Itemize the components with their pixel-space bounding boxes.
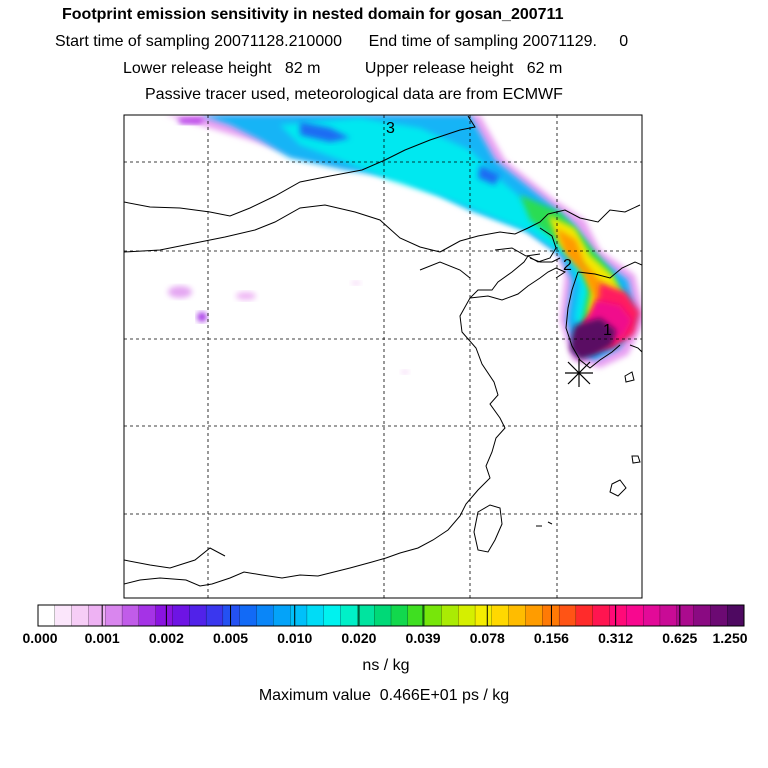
colorbar-cell bbox=[357, 604, 375, 627]
cluster-label-2: 2 bbox=[563, 257, 572, 274]
maximum-value: Maximum value 0.466E+01 ps / kg bbox=[258, 687, 510, 704]
colorbar-cell bbox=[458, 604, 476, 627]
colorbar-cell bbox=[558, 604, 577, 627]
colorbar-cell bbox=[138, 604, 157, 627]
graticule bbox=[124, 115, 642, 598]
colorbar-tick-label: 0.005 bbox=[213, 630, 249, 646]
release-height: Lower release height 82 m Upper release … bbox=[123, 60, 563, 77]
colorbar-cell bbox=[222, 604, 241, 627]
colorbar-cell bbox=[172, 604, 190, 627]
colorbar-cell bbox=[121, 604, 140, 627]
colorbar-tick-label: 0.625 bbox=[662, 630, 698, 646]
colorbar-tick-label: 0.020 bbox=[341, 630, 377, 646]
colorbar-cell bbox=[189, 604, 207, 627]
colorbar-cell bbox=[659, 604, 678, 627]
colorbar-tick-label: 0.010 bbox=[277, 630, 313, 646]
colorbar-tick-label: 0.156 bbox=[533, 630, 569, 646]
colorbar-cell bbox=[508, 604, 527, 627]
colorbar-tick-label: 0.001 bbox=[84, 630, 120, 646]
colorbar-cell bbox=[441, 604, 459, 627]
colorbar-cell bbox=[155, 604, 174, 627]
colorbar-cell bbox=[54, 604, 73, 627]
colorbar-cell bbox=[491, 604, 510, 627]
colorbar-tick-label: 0.039 bbox=[405, 630, 441, 646]
plot-title: Footprint emission sensitivity in nested… bbox=[62, 6, 564, 23]
colorbar-cell bbox=[88, 604, 106, 627]
colorbar-cell bbox=[340, 604, 358, 627]
sampling-time: Start time of sampling 20071128.210000 E… bbox=[55, 33, 629, 50]
colorbar-cell bbox=[306, 604, 325, 627]
colorbar-cell bbox=[542, 604, 560, 627]
colorbar-cell bbox=[643, 604, 661, 627]
colorbar-cell bbox=[407, 604, 426, 627]
colorbar-cell bbox=[323, 604, 342, 627]
tracer-info: Passive tracer used, meteorological data… bbox=[145, 86, 563, 103]
colorbar-cell bbox=[374, 604, 392, 627]
colorbar-cell bbox=[626, 604, 644, 627]
colorbar-cell bbox=[575, 604, 594, 627]
colorbar-cell bbox=[290, 604, 308, 627]
colorbar-tick-label: 1.250 bbox=[712, 630, 748, 646]
colorbar-cell bbox=[273, 604, 291, 627]
colorbar-cell bbox=[609, 604, 627, 627]
colorbar-tick-label: 0.312 bbox=[598, 630, 634, 646]
colorbar-cell bbox=[205, 604, 224, 627]
colorbar-cell bbox=[424, 604, 442, 627]
cluster-label-3: 3 bbox=[386, 120, 395, 137]
colorbar-cell bbox=[71, 604, 89, 627]
colorbar-cell bbox=[474, 604, 493, 627]
map-background bbox=[124, 115, 642, 598]
map-frame bbox=[123, 114, 643, 599]
receptor-star-icon bbox=[565, 359, 593, 387]
colorbar-cell bbox=[525, 604, 543, 627]
colorbar-tick-label: 0.078 bbox=[469, 630, 505, 646]
colorbar-cell bbox=[390, 604, 409, 627]
colorbar-cell bbox=[710, 604, 728, 627]
colorbar-tick-label: 0.000 bbox=[22, 630, 58, 646]
colorbar-cell bbox=[105, 604, 123, 627]
colorbar-cell bbox=[37, 604, 56, 627]
colorbar-cell bbox=[256, 604, 274, 627]
colorbar-cell bbox=[239, 604, 258, 627]
coastlines bbox=[124, 115, 642, 587]
colorbar-tick-label: 0.002 bbox=[148, 630, 184, 646]
colorbar-cell bbox=[592, 604, 611, 627]
cluster-label-1: 1 bbox=[603, 322, 612, 339]
footprint-plume bbox=[165, 115, 642, 374]
colorbar-cell bbox=[727, 604, 745, 627]
colorbar-unit: ns / kg bbox=[362, 657, 410, 674]
colorbar-cell bbox=[693, 604, 711, 627]
